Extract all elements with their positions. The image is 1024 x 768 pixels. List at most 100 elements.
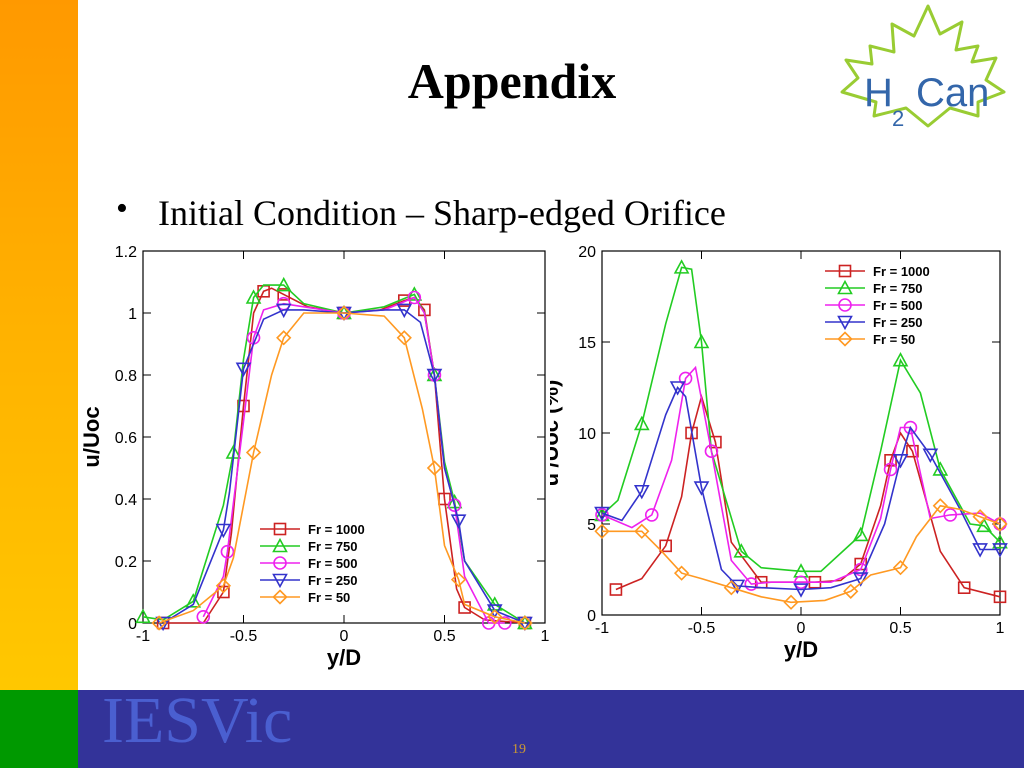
x-tick-label: 0.5 <box>433 628 455 645</box>
data-point <box>275 303 292 319</box>
data-point <box>486 604 503 619</box>
data-point <box>992 534 1008 549</box>
data-point <box>426 368 443 384</box>
series-line-4 <box>602 504 1001 604</box>
legend-marker <box>838 264 852 278</box>
y-tick-label: 0.4 <box>115 492 137 509</box>
footer-logo-text: IESVic <box>102 684 293 757</box>
logo-text-subscript: 2 <box>892 106 904 131</box>
data-point <box>644 508 659 522</box>
y-tick-label: 10 <box>578 426 596 443</box>
data-point <box>396 330 412 346</box>
y-axis-label: u/Uoc <box>80 406 104 467</box>
data-point <box>932 498 948 514</box>
maple-leaf-icon <box>840 4 1006 128</box>
data-point <box>744 577 759 591</box>
y-tick-label: 20 <box>578 244 596 261</box>
data-point <box>245 289 262 304</box>
legend-label: Fr = 1000 <box>873 264 930 279</box>
legend-marker <box>837 315 853 331</box>
y-tick-label: 1.2 <box>115 244 137 261</box>
x-tick-label: -0.5 <box>688 620 716 637</box>
data-point <box>883 462 898 477</box>
y-tick-label: 15 <box>578 335 596 352</box>
data-point <box>659 539 672 553</box>
y-axis-label: u'/Uoc (%) <box>550 380 563 487</box>
data-point <box>892 560 909 576</box>
data-point <box>903 420 918 435</box>
legend-label: Fr = 750 <box>308 539 358 554</box>
data-point <box>407 290 422 305</box>
data-point <box>794 575 808 590</box>
legend-label: Fr = 50 <box>873 332 915 347</box>
data-point <box>843 583 859 599</box>
series-line-1 <box>142 284 526 624</box>
series-line-3 <box>162 309 526 624</box>
data-point <box>196 609 211 624</box>
data-point <box>396 303 413 319</box>
x-axis-label: y/D <box>327 645 361 670</box>
data-point <box>487 609 503 625</box>
data-point <box>693 481 710 496</box>
series-line-3 <box>601 386 1000 591</box>
legend-marker <box>273 522 287 536</box>
x-tick-label: -1 <box>136 628 150 645</box>
y-tick-label: 1 <box>128 306 137 323</box>
series-line-1 <box>601 266 1001 573</box>
data-point <box>733 543 750 558</box>
data-point <box>517 615 533 631</box>
logo-text-h: H <box>864 71 893 115</box>
data-point <box>450 514 467 529</box>
data-point <box>276 330 292 346</box>
data-point <box>497 616 512 630</box>
data-point <box>450 571 467 588</box>
data-point <box>793 583 809 598</box>
bullet-text: Initial Condition – Sharp-edged Orifice <box>158 193 726 233</box>
data-point <box>235 362 252 377</box>
data-point <box>673 259 690 274</box>
data-point <box>852 526 869 542</box>
data-point <box>852 572 869 587</box>
mean-velocity-chart: -1 -0.5 0 0.5 1 0 0.2 0.4 0.6 0.8 1 1.2 y/D u/Uoc Fr =… <box>80 244 550 670</box>
data-point <box>426 460 443 476</box>
data-point <box>594 523 610 539</box>
data-point <box>992 543 1008 558</box>
legend-label: Fr = 250 <box>873 315 923 330</box>
data-point <box>447 498 462 513</box>
legend-label: Fr = 750 <box>873 281 923 296</box>
legend-marker <box>272 537 288 553</box>
data-point <box>972 509 988 525</box>
data-point <box>215 578 232 594</box>
data-point <box>336 305 352 321</box>
legend-marker <box>272 573 288 589</box>
data-point <box>245 444 262 461</box>
data-point <box>220 544 235 559</box>
data-point <box>678 371 693 386</box>
data-point <box>669 381 686 396</box>
legend-marker <box>838 298 852 312</box>
legend-label: Fr = 500 <box>873 298 923 313</box>
data-point <box>185 593 202 608</box>
footer-bar <box>0 690 1024 768</box>
data-point <box>634 523 650 539</box>
legend-marker <box>837 331 853 347</box>
x-tick-label: -1 <box>595 620 609 637</box>
data-point <box>723 580 739 596</box>
data-point <box>906 444 919 458</box>
data-point <box>892 352 909 367</box>
x-tick-label: 1 <box>996 620 1005 637</box>
legend-label: Fr = 500 <box>308 556 358 571</box>
y-tick-label: 0 <box>128 616 137 633</box>
legend-marker <box>272 589 288 605</box>
data-point <box>729 579 746 595</box>
data-point <box>151 615 167 631</box>
x-tick-label: 0 <box>340 628 349 645</box>
legend-label: Fr = 250 <box>308 573 358 588</box>
legend-marker <box>273 556 287 570</box>
data-point <box>884 454 897 467</box>
y-tick-label: 0.8 <box>115 368 137 385</box>
series-line-2 <box>601 365 1001 585</box>
y-tick-label: 0.2 <box>115 554 137 571</box>
page-number: 19 <box>512 742 526 757</box>
